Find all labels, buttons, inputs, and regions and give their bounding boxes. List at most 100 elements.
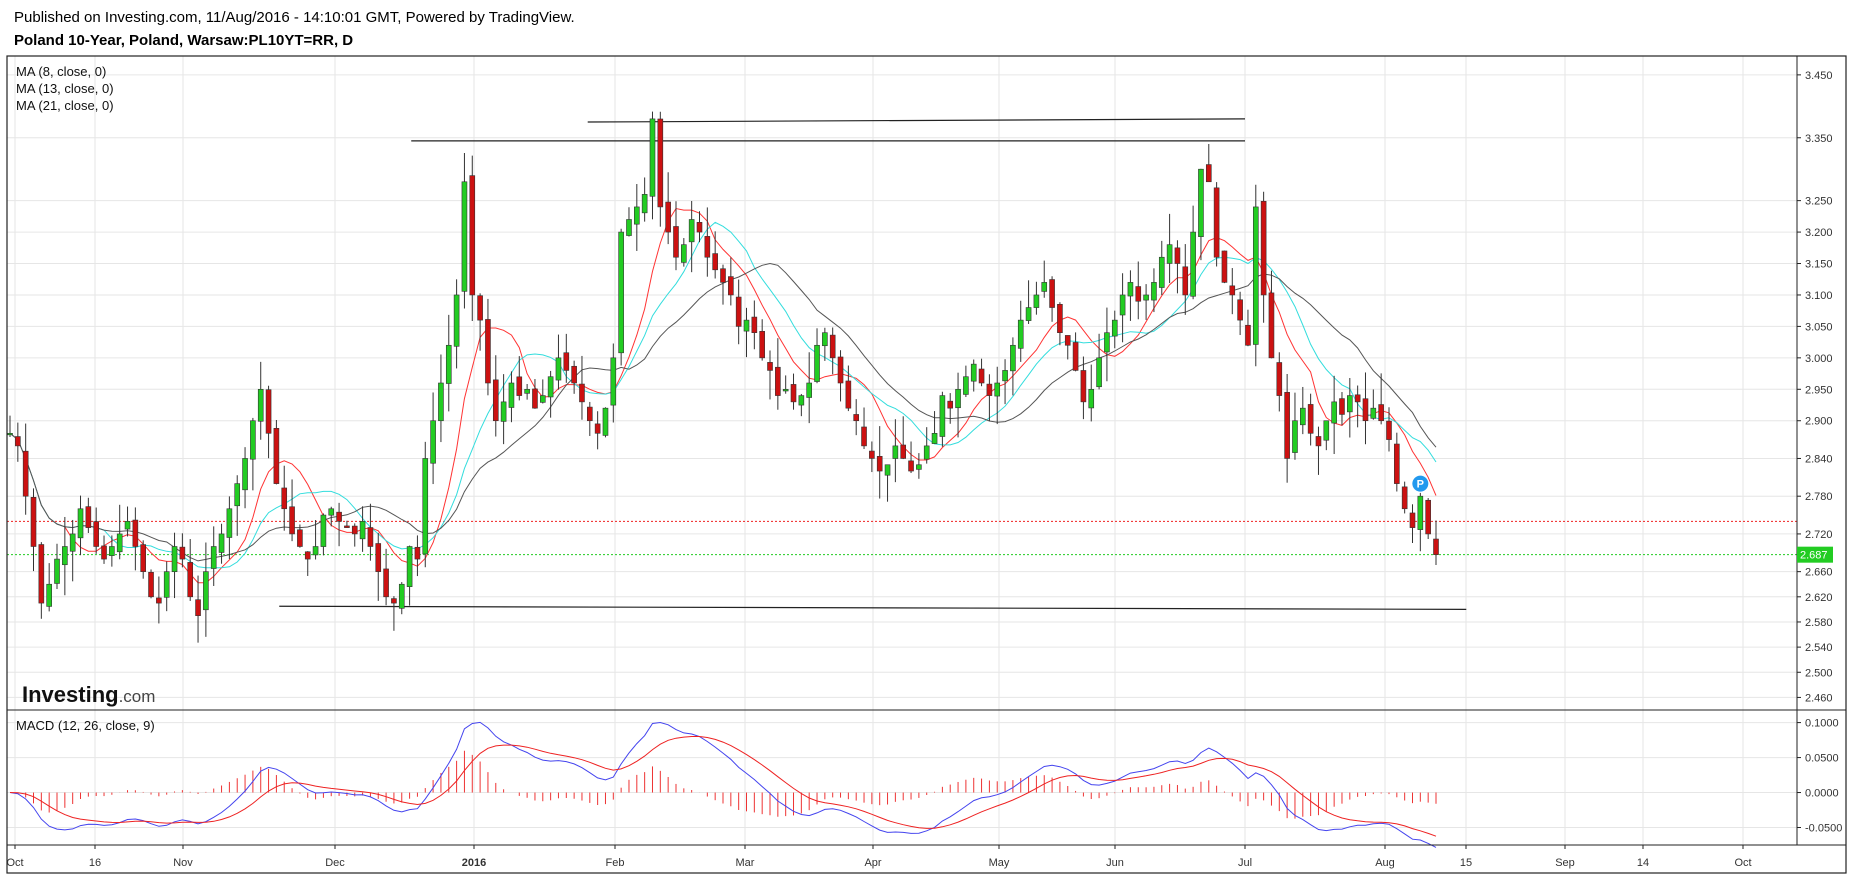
candle-body — [1276, 362, 1283, 396]
candle-body — [218, 533, 225, 553]
candle-body — [782, 388, 789, 392]
macd-pane — [9, 721, 1437, 848]
candle-body — [665, 201, 671, 233]
candles[interactable] — [7, 111, 1439, 643]
candle-body — [1111, 319, 1118, 337]
y-tick-label: 2.620 — [1805, 592, 1833, 604]
candle-body — [657, 118, 664, 208]
candle-body — [289, 506, 295, 535]
candle-body — [712, 253, 718, 271]
candle-body — [1323, 420, 1330, 441]
candle-body — [602, 407, 609, 436]
candle-body — [931, 433, 938, 444]
candle-body — [15, 436, 21, 447]
candle-body — [641, 194, 648, 214]
candle-body — [1182, 266, 1189, 296]
candle-body — [1394, 443, 1400, 484]
candle-body — [1268, 292, 1275, 359]
candle-body — [861, 426, 867, 447]
candle-body — [320, 514, 327, 547]
candle-body — [1401, 486, 1408, 510]
y-tick-label: 3.100 — [1805, 290, 1833, 302]
candle-body — [634, 206, 640, 225]
candle-body — [54, 558, 60, 584]
candle-body — [1017, 319, 1024, 349]
x-tick-label: Jun — [1106, 857, 1124, 869]
candle-body — [1080, 370, 1087, 403]
x-tick-label: 15 — [1460, 857, 1472, 869]
y-tick-label: 3.200 — [1805, 227, 1833, 239]
x-tick-label: 2016 — [462, 857, 486, 869]
candle-body — [673, 226, 679, 258]
candle-body — [704, 236, 711, 258]
pivot-marker-label: P — [1417, 479, 1424, 491]
candle-body — [414, 546, 421, 560]
candle-body — [532, 388, 538, 409]
candle-body — [38, 544, 45, 604]
candle-body — [822, 332, 828, 347]
candle-body — [743, 319, 750, 332]
y-tick-label: 2.900 — [1805, 416, 1833, 428]
candle-body — [994, 382, 1001, 397]
candle-body — [109, 546, 115, 556]
candle-body — [430, 420, 436, 464]
candle-body — [116, 533, 123, 553]
y-tick-label: 3.050 — [1805, 321, 1833, 333]
x-tick-label: 14 — [1637, 857, 1649, 869]
candle-body — [845, 380, 852, 409]
candle-body — [767, 362, 773, 371]
x-tick-label: 16 — [89, 857, 101, 869]
y-tick-label: 3.450 — [1805, 70, 1833, 82]
candle-body — [1072, 342, 1079, 371]
candle-body — [892, 445, 899, 459]
candle-body — [242, 458, 248, 491]
candle-body — [1409, 512, 1416, 528]
candle-body — [1174, 247, 1181, 264]
candle-body — [790, 384, 797, 403]
candle-body — [900, 444, 907, 459]
candle-body — [398, 583, 405, 609]
candle-body — [539, 395, 546, 403]
candle-body — [1041, 282, 1048, 292]
candle-body — [1033, 294, 1040, 308]
chart-frame — [6, 55, 1847, 874]
candle-body — [1135, 286, 1142, 302]
candle-body — [970, 363, 977, 382]
candle-body — [492, 379, 499, 422]
x-tick-label: Oct — [1734, 857, 1751, 869]
candle-body — [1386, 420, 1392, 440]
y-tick-label: 2.720 — [1805, 529, 1833, 541]
candle-body — [1362, 398, 1369, 422]
x-tick-label: Apr — [864, 857, 881, 869]
published-caption: Published on Investing.com, 11/Aug/2016 … — [14, 9, 575, 26]
candle-body — [101, 545, 107, 560]
candle-body — [955, 388, 961, 409]
candle-body — [93, 521, 99, 547]
candle-body — [234, 483, 241, 507]
candle-body — [445, 344, 452, 384]
candle-body — [1096, 357, 1102, 388]
candle-body — [884, 464, 891, 476]
candle-body — [1166, 244, 1173, 264]
candle-body — [328, 508, 335, 516]
candle-body — [618, 231, 624, 354]
candle-body — [132, 519, 139, 547]
candle-body — [1002, 370, 1008, 382]
candle-body — [383, 568, 389, 598]
candle-body — [1260, 200, 1267, 296]
investing-logo: Investing.com — [22, 682, 155, 707]
instrument-title: Poland 10-Year, Poland, Warsaw:PL10YT=RR… — [14, 32, 354, 49]
candle-body — [814, 344, 820, 382]
candle-body — [140, 544, 146, 572]
candle-body — [1104, 332, 1110, 353]
y-tick-label: 2.580 — [1805, 617, 1833, 629]
candle-body — [171, 546, 178, 573]
candle-body — [1190, 231, 1196, 297]
candle-body — [1370, 407, 1377, 419]
candle-body — [649, 118, 656, 197]
x-tick-label: Nov — [173, 857, 193, 869]
candle-body — [579, 383, 585, 403]
candle-body — [1331, 401, 1337, 424]
pane-frames — [6, 55, 1847, 874]
